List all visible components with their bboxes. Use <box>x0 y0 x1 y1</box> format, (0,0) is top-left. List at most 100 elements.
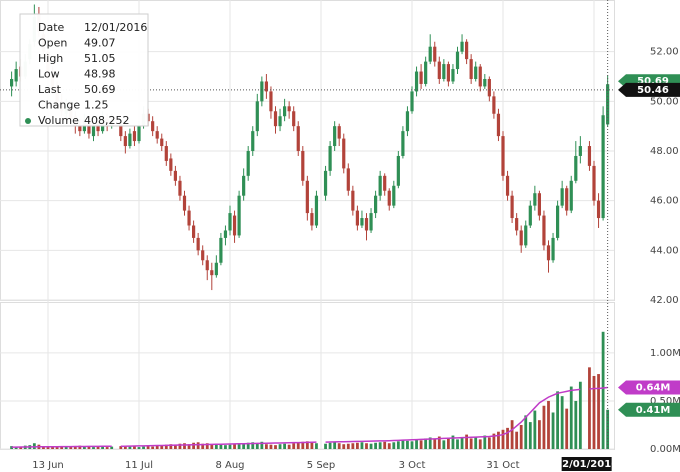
candle-body <box>237 195 241 236</box>
volume-bar <box>346 443 350 449</box>
volume-bar <box>174 445 177 449</box>
candle-body <box>251 131 255 151</box>
candle-body <box>524 225 528 246</box>
candle-body <box>301 151 305 181</box>
volume-ma-label-box <box>618 380 680 395</box>
volume-bar <box>315 443 318 449</box>
tooltip-label: Last <box>38 83 62 96</box>
volume-bar <box>155 445 159 449</box>
candle-body <box>292 111 296 127</box>
tooltip-box <box>19 13 149 127</box>
volume-bar <box>260 441 264 449</box>
candle-body <box>551 237 555 261</box>
volume-bar <box>269 444 273 449</box>
volume-bar <box>528 422 532 449</box>
candle-body <box>310 213 314 226</box>
volume-bar <box>538 420 541 449</box>
candle-body <box>305 180 309 214</box>
volume-bar <box>387 443 391 449</box>
volume-bar <box>233 444 236 449</box>
tooltip-label: Open <box>38 37 67 50</box>
tooltip-volume-dot <box>25 118 31 124</box>
candle-body <box>501 136 505 176</box>
volume-bar <box>137 447 141 449</box>
candle-body <box>164 146 168 161</box>
candle-body <box>232 215 237 236</box>
candle-body <box>155 131 159 139</box>
candle-body <box>537 193 541 216</box>
volume-bar <box>410 441 414 449</box>
candle-body <box>10 78 14 87</box>
candle-body <box>196 237 200 251</box>
candle-body <box>469 59 473 79</box>
x-crosshair-box <box>561 457 612 471</box>
candle-body <box>465 41 469 60</box>
volume-bar <box>428 437 432 449</box>
candle-body <box>201 250 205 261</box>
volume-bar <box>305 441 309 449</box>
volume-bar <box>406 440 409 449</box>
volume-bar <box>119 446 123 449</box>
volume-bar <box>224 445 227 449</box>
y2-tick-label: 0.00M <box>650 444 680 455</box>
volume-bar <box>442 440 446 449</box>
candle-body <box>242 175 246 196</box>
candle-body <box>515 218 519 231</box>
volume-bar <box>551 412 555 449</box>
candle-body <box>283 106 287 117</box>
volume-bar <box>278 444 282 449</box>
x-tick-label: 3 Oct <box>399 460 426 471</box>
volume-bar <box>310 442 314 449</box>
volume-bar <box>296 442 300 449</box>
volume-bar <box>192 442 195 449</box>
candle-body <box>187 210 191 226</box>
volume-bar <box>369 443 373 449</box>
tooltip-value: 12/01/2016 <box>84 21 147 34</box>
volume-bar <box>128 446 132 449</box>
volume-bar <box>205 443 209 449</box>
volume-bar <box>73 446 77 449</box>
volume-bar <box>110 446 114 449</box>
volume-bar <box>533 410 537 449</box>
candle-body <box>587 146 592 166</box>
volume-bar <box>178 443 182 449</box>
volume-bar <box>201 443 205 449</box>
volume-bar <box>342 444 346 449</box>
volume-bar <box>51 446 54 449</box>
candle-body <box>278 116 282 127</box>
candle-body <box>219 237 223 263</box>
candle-body <box>346 168 350 191</box>
candle-body <box>323 170 328 196</box>
volume-label: 0.41M <box>636 405 671 416</box>
volume-bar <box>465 434 468 449</box>
volume-bar <box>483 435 487 449</box>
candle-body <box>606 84 610 125</box>
candle-body <box>214 262 218 276</box>
candle-body <box>483 78 487 87</box>
candle-body <box>419 71 423 84</box>
volume-bar <box>142 446 145 449</box>
volume-bar <box>123 445 127 449</box>
tooltip-value: 408,252 <box>84 114 130 127</box>
candle-body <box>87 121 91 134</box>
volume-bar <box>396 441 400 449</box>
volume-bar <box>510 420 514 449</box>
volume-bar <box>451 435 455 449</box>
candle-body <box>78 126 82 132</box>
candle-body <box>228 213 232 231</box>
candle-body <box>410 91 414 112</box>
candle-body <box>378 175 382 196</box>
volume-bar <box>265 444 268 449</box>
last-price-label: 50.69 <box>637 76 669 87</box>
candle-body <box>260 81 264 102</box>
candle-body <box>355 210 359 226</box>
candle-body <box>401 131 405 156</box>
volume-bar <box>133 446 136 449</box>
volume-bar <box>424 438 428 449</box>
volume-bar <box>69 447 73 449</box>
volume-bar <box>324 443 327 449</box>
candle-body <box>455 51 460 70</box>
crosshair-price-label: 50.46 <box>637 85 669 96</box>
candle-body <box>383 175 387 191</box>
candle-body <box>192 225 196 238</box>
